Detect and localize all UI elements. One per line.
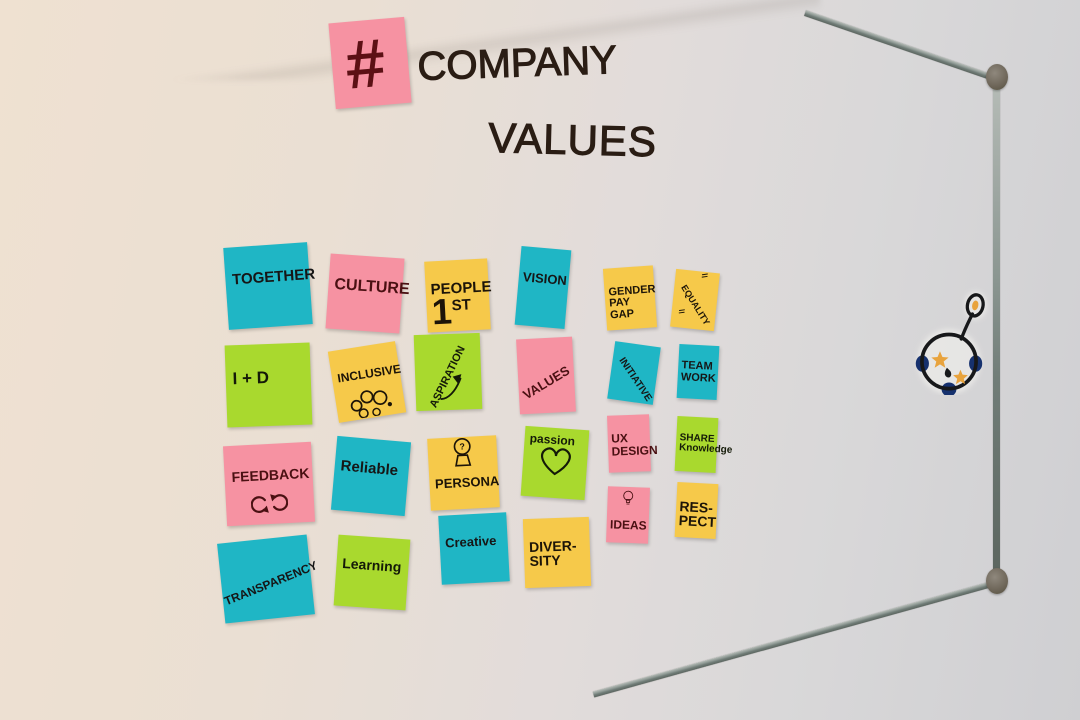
svg-text:VALUES: VALUES: [488, 114, 658, 165]
svg-text:?: ?: [459, 441, 465, 451]
